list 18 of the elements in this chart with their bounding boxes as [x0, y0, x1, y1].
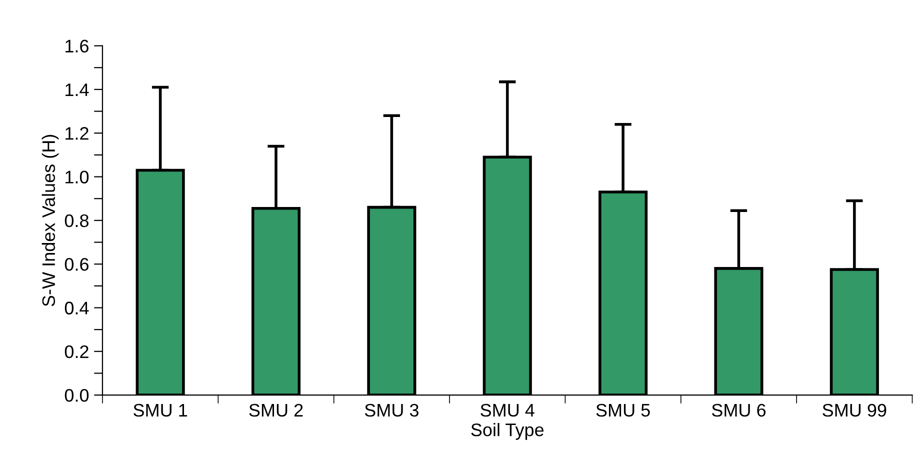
x-tick-label: SMU 3	[364, 404, 418, 417]
y-tick-label: 0.2	[64, 345, 88, 358]
x-tick-label: SMU 4	[480, 404, 534, 417]
y-tick-label: 0.6	[64, 258, 88, 271]
y-tick-label: 1.4	[66, 84, 89, 96]
y-tick-label: 1.2	[66, 127, 88, 140]
y-tick-label: 0.4	[64, 302, 89, 314]
x-tick-label: SMU 2	[249, 404, 303, 417]
y-tick-label: 1.0	[66, 170, 89, 184]
x-axis-title: Soil Type	[471, 423, 544, 440]
y-tick-label: 0.8	[64, 214, 89, 228]
y-tick-label: 0.0	[64, 389, 89, 402]
x-tick-label: SMU 1	[134, 404, 188, 417]
y-axis-title: S-W Index Values (H)	[42, 134, 59, 306]
x-tick-label: SMU 5	[596, 404, 650, 417]
x-tick-label: SMU 6	[712, 404, 766, 417]
y-tick-label: 1.6	[66, 40, 88, 53]
x-tick-label: SMU 99	[822, 404, 886, 417]
